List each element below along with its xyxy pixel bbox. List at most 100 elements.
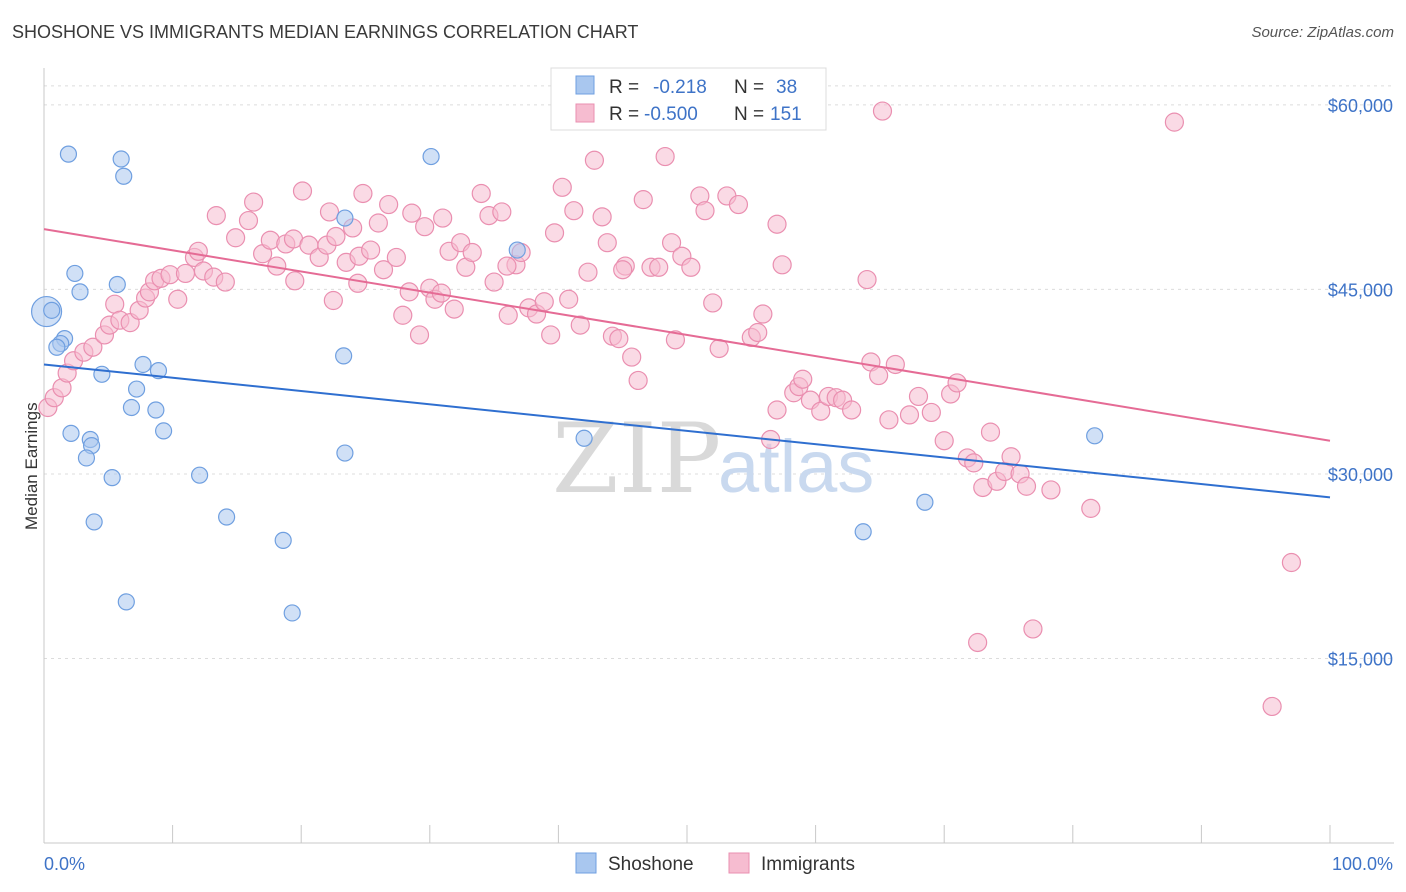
immigrants-point: [772, 255, 792, 275]
shoshone-point: [108, 275, 126, 294]
legend-r-value: -0.218: [653, 77, 707, 98]
shoshone-trend-line: [43, 363, 1331, 499]
immigrants-point: [1041, 480, 1061, 500]
immigrants-point: [613, 260, 633, 280]
shoshone-point: [112, 150, 130, 168]
immigrants-point: [379, 194, 399, 215]
immigrants-point: [622, 347, 642, 367]
immigrants-point: [559, 289, 579, 309]
immigrants-point: [409, 325, 430, 345]
legend-r-label: R =: [609, 77, 639, 98]
immigrants-point: [767, 214, 787, 234]
immigrants-point: [695, 201, 715, 221]
immigrants-point: [484, 272, 504, 292]
immigrants-point: [402, 203, 422, 223]
immigrants-point: [921, 402, 941, 423]
immigrants-point: [584, 150, 605, 170]
immigrants-point: [968, 632, 988, 653]
shoshone-point: [71, 283, 89, 301]
immigrants-point: [753, 304, 773, 324]
immigrants-point: [1023, 619, 1043, 639]
shoshone-point: [93, 365, 111, 383]
immigrants-point: [105, 294, 125, 314]
immigrants-point: [869, 365, 889, 386]
shoshone-point: [191, 466, 209, 484]
immigrants-point: [368, 213, 388, 233]
immigrants-point: [175, 263, 196, 284]
immigrants-point: [857, 269, 877, 290]
immigrants-point: [544, 223, 565, 243]
immigrants-point: [168, 289, 188, 309]
immigrants-point: [767, 400, 787, 420]
y-tick-label: $30,000: [1328, 465, 1393, 485]
grid-lines: [44, 85, 1394, 659]
legend-n-label: N =: [734, 77, 764, 98]
immigrants-point: [703, 293, 723, 313]
immigrants-point: [728, 194, 749, 215]
immigrants-point: [1081, 498, 1101, 518]
immigrants-point: [319, 202, 340, 222]
legend-n-value: 151: [770, 104, 802, 125]
immigrants-point: [206, 206, 226, 226]
immigrants-point: [444, 299, 464, 319]
bottom-legend-swatch-immigrants: [728, 852, 750, 874]
immigrants-point: [415, 217, 435, 237]
shoshone-point: [147, 401, 165, 419]
shoshone-point: [218, 508, 236, 526]
legend-swatch-shoshone: [575, 75, 595, 95]
shoshone-point: [508, 241, 526, 259]
immigrants-point: [215, 272, 235, 292]
immigrants-point: [541, 325, 561, 345]
immigrants-point: [238, 210, 259, 231]
immigrants-point: [908, 386, 929, 407]
shoshone-point: [854, 523, 872, 541]
immigrants-point: [570, 315, 590, 335]
shoshone-point: [916, 493, 934, 511]
shoshone-point: [77, 449, 96, 467]
immigrants-point: [492, 202, 512, 222]
immigrants-point: [609, 329, 629, 349]
watermark-atlas: atlas: [718, 425, 874, 508]
shoshone-point: [66, 264, 84, 283]
immigrants-point: [1001, 447, 1021, 467]
legend-n-label: N =: [734, 104, 764, 125]
immigrants-point: [592, 207, 612, 227]
immigrants-point: [393, 305, 413, 325]
legend-r-label: R =: [609, 104, 639, 125]
shoshone-points: [30, 145, 1104, 622]
immigrants-point: [498, 305, 518, 325]
legend-box: R = -0.218 N = 38 R = -0.500 N = 151: [550, 67, 827, 131]
immigrants-point: [597, 233, 617, 253]
immigrants-point: [226, 228, 246, 248]
immigrants-point: [649, 257, 669, 277]
x-tick-label-max: 100.0%: [1332, 854, 1393, 874]
immigrants-point: [655, 146, 675, 167]
immigrants-point: [872, 101, 893, 121]
immigrants-point: [1164, 112, 1184, 132]
trend-lines: [43, 228, 1331, 499]
shoshone-point: [127, 380, 146, 398]
x-tick-label-min: 0.0%: [44, 854, 85, 874]
immigrants-trend-line: [43, 228, 1331, 442]
y-tick-label: $15,000: [1328, 649, 1393, 669]
immigrants-point: [399, 282, 419, 302]
immigrants-point: [1281, 552, 1302, 573]
immigrants-point: [552, 177, 572, 197]
immigrants-point: [292, 181, 313, 201]
immigrants-points: [38, 101, 1302, 717]
bottom-legend: Shoshone Immigrants: [575, 852, 855, 875]
shoshone-point: [335, 347, 353, 365]
shoshone-point: [103, 469, 121, 487]
shoshone-point: [59, 145, 78, 163]
immigrants-point: [361, 240, 381, 260]
immigrants-point: [285, 271, 305, 291]
legend-n-value: 38: [776, 77, 797, 98]
legend-r-value: -0.500: [644, 104, 698, 125]
immigrants-point: [947, 373, 967, 393]
immigrants-point: [681, 257, 701, 277]
immigrants-point: [244, 192, 264, 212]
immigrants-point: [578, 262, 598, 282]
immigrants-point: [793, 369, 813, 389]
shoshone-point: [283, 604, 301, 622]
